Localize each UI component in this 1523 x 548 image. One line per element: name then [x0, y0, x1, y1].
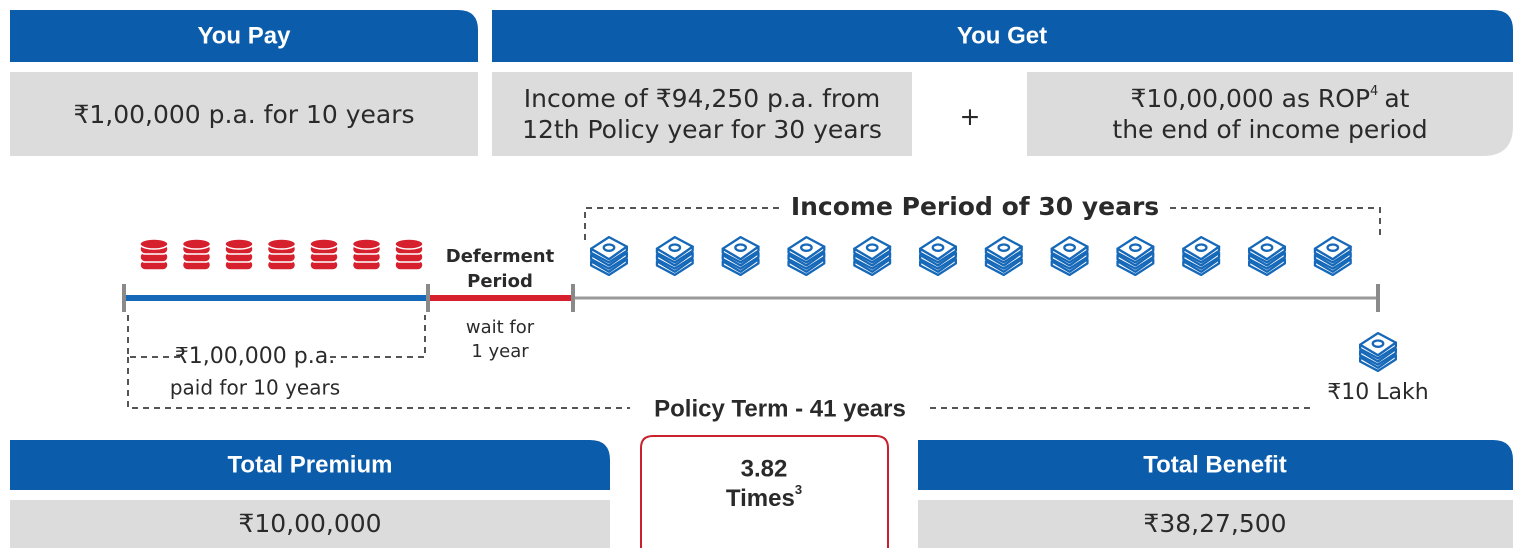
cash-icon — [1050, 235, 1089, 276]
policy-term: Policy Term - 41 years — [654, 395, 906, 422]
cash-icon — [721, 235, 760, 276]
header-bar — [10, 10, 478, 62]
coin-icon — [181, 238, 212, 271]
wait: wait for — [466, 317, 535, 338]
header-bar — [918, 440, 1513, 490]
multiple-value: 3.82 — [741, 455, 788, 482]
plus: + — [960, 102, 981, 131]
cash-icon — [1247, 235, 1287, 276]
cash-icon — [1358, 331, 1398, 372]
cash-icon — [853, 235, 892, 276]
info-box — [10, 72, 478, 156]
rop-main: ₹10,00,000 as ROP — [1131, 84, 1371, 113]
rop-text: ₹10,00,000 as ROP4 at — [1131, 84, 1410, 114]
header-title: Total Premium — [228, 451, 393, 478]
bracket — [127, 357, 1310, 409]
total-benefit: ₹38,27,500 — [1143, 509, 1286, 538]
bracket — [584, 207, 1381, 240]
income-period: Income Period of 30 years — [791, 192, 1159, 221]
coin-icon — [351, 238, 382, 271]
coin-icon — [309, 238, 339, 271]
premium: paid for 10 years — [170, 376, 340, 400]
multiple-label: Times3 — [726, 482, 802, 512]
coin-icon — [224, 238, 254, 271]
deferment: Deferment — [446, 246, 555, 267]
info-box — [1027, 72, 1513, 156]
cash-icon — [655, 235, 694, 276]
bracket — [127, 315, 426, 358]
pay-text: ₹1,00,000 p.a. for 10 years — [73, 100, 414, 129]
multiple-box — [640, 435, 889, 548]
cash-icon — [787, 235, 826, 276]
cash-icon — [1182, 235, 1221, 276]
multiple-sup: 3 — [795, 482, 802, 497]
income-text: Income of ₹94,250 p.a. from — [524, 84, 881, 113]
deferment: Period — [467, 271, 533, 292]
rop-after: at — [1384, 84, 1409, 113]
premium: ₹1,00,000 p.a. — [175, 344, 335, 369]
total-premium: ₹10,00,000 — [238, 509, 381, 538]
info-box — [492, 72, 912, 156]
cash-icon — [589, 235, 629, 276]
wait: 1 year — [471, 341, 529, 362]
rop-sup: 4 — [1370, 84, 1378, 99]
info-box — [918, 500, 1513, 548]
rop-text: the end of income period — [1112, 115, 1427, 144]
cash-icon — [918, 235, 958, 276]
maturity: ₹10 Lakh — [1327, 380, 1428, 405]
timeline-ticks — [122, 284, 1380, 312]
header-title: You Get — [957, 22, 1047, 49]
cash-icon — [1313, 235, 1352, 276]
coin-icon — [266, 238, 297, 271]
header-bar — [492, 10, 1513, 62]
header-title: Total Benefit — [1143, 451, 1287, 478]
multiple-text: Times — [726, 485, 795, 512]
header-bar — [10, 440, 610, 490]
cash-icon — [984, 235, 1023, 276]
header-title: You Pay — [198, 22, 292, 49]
coin-icon — [394, 238, 424, 271]
cash-icon — [1116, 235, 1155, 276]
income-text: 12th Policy year for 30 years — [522, 115, 882, 144]
coin-icon — [139, 238, 169, 271]
info-box — [10, 500, 610, 548]
